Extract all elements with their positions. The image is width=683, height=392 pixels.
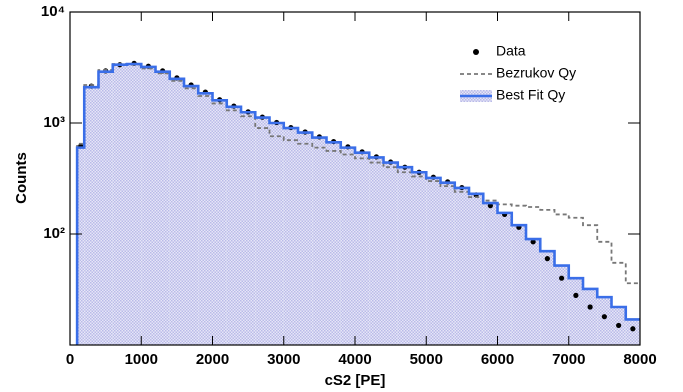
histogram-bar <box>326 142 341 345</box>
y-tick-label: 10² <box>43 225 65 242</box>
histogram-bar <box>454 187 469 345</box>
histogram-bar <box>625 319 640 345</box>
histogram-bar <box>84 87 99 346</box>
x-tick-label: 7000 <box>552 351 585 368</box>
y-tick-label: 10⁴ <box>41 3 65 20</box>
histogram-bar <box>255 117 270 345</box>
histogram-bar <box>568 278 583 345</box>
data-point <box>544 256 550 262</box>
histogram-bar <box>112 64 127 345</box>
histogram-bar <box>397 167 412 345</box>
histogram-bar <box>340 147 355 345</box>
histogram-bar <box>511 225 526 345</box>
histogram-bar <box>77 147 85 345</box>
histogram-bar <box>369 157 384 345</box>
histogram-bar <box>583 288 598 345</box>
x-tick-label: 8000 <box>623 351 656 368</box>
histogram-line <box>76 63 640 345</box>
data-point <box>487 203 493 209</box>
legend-label: Bezrukov Qy <box>496 65 576 81</box>
histogram-bar <box>469 193 484 345</box>
x-tick-label: 2000 <box>196 351 229 368</box>
histogram-bar <box>526 239 541 345</box>
x-tick-label: 0 <box>66 351 74 368</box>
histogram-bar <box>483 203 498 345</box>
x-tick-label: 6000 <box>481 351 514 368</box>
histogram-bar <box>184 86 199 345</box>
histogram-bar <box>554 265 569 345</box>
histogram-bar <box>497 212 512 345</box>
histogram-bar <box>298 132 313 345</box>
histogram-bar <box>312 137 327 345</box>
data-point <box>630 326 636 332</box>
x-tick-label: 5000 <box>410 351 443 368</box>
y-tick-label: 10³ <box>43 114 65 131</box>
histogram-bar <box>540 251 555 345</box>
histogram-bar <box>198 93 213 346</box>
histogram-bar <box>127 64 142 346</box>
histogram-bar <box>597 297 612 345</box>
y-axis-label: Counts <box>13 152 30 204</box>
histogram-bar <box>440 182 455 345</box>
data-point <box>573 292 579 298</box>
data-point <box>530 239 536 245</box>
histogram-bar <box>98 71 113 345</box>
data-point <box>559 275 565 281</box>
histogram-bar <box>212 100 227 345</box>
histogram-bar <box>141 66 156 346</box>
legend-marker <box>473 49 479 55</box>
histogram-bar <box>269 123 284 345</box>
histogram-bar <box>155 71 170 345</box>
x-tick-label: 4000 <box>338 351 371 368</box>
data-point <box>616 322 622 329</box>
histogram-bar <box>355 152 370 345</box>
histogram-bar <box>426 177 441 345</box>
legend-label: Data <box>496 43 526 59</box>
data-point <box>601 314 607 320</box>
data-point <box>587 304 593 310</box>
histogram-bar <box>241 112 256 346</box>
legend-label: Best Fit Qy <box>496 87 565 103</box>
histogram-bar <box>283 128 298 345</box>
histogram-line <box>75 62 640 345</box>
x-tick-label: 3000 <box>267 351 300 368</box>
histogram-bar <box>226 106 241 345</box>
x-axis-label: cS2 [PE] <box>325 372 386 389</box>
histogram-bar <box>383 162 398 345</box>
x-tick-label: 1000 <box>125 351 158 368</box>
histogram-bar <box>412 172 427 345</box>
histogram-bar <box>169 78 184 345</box>
